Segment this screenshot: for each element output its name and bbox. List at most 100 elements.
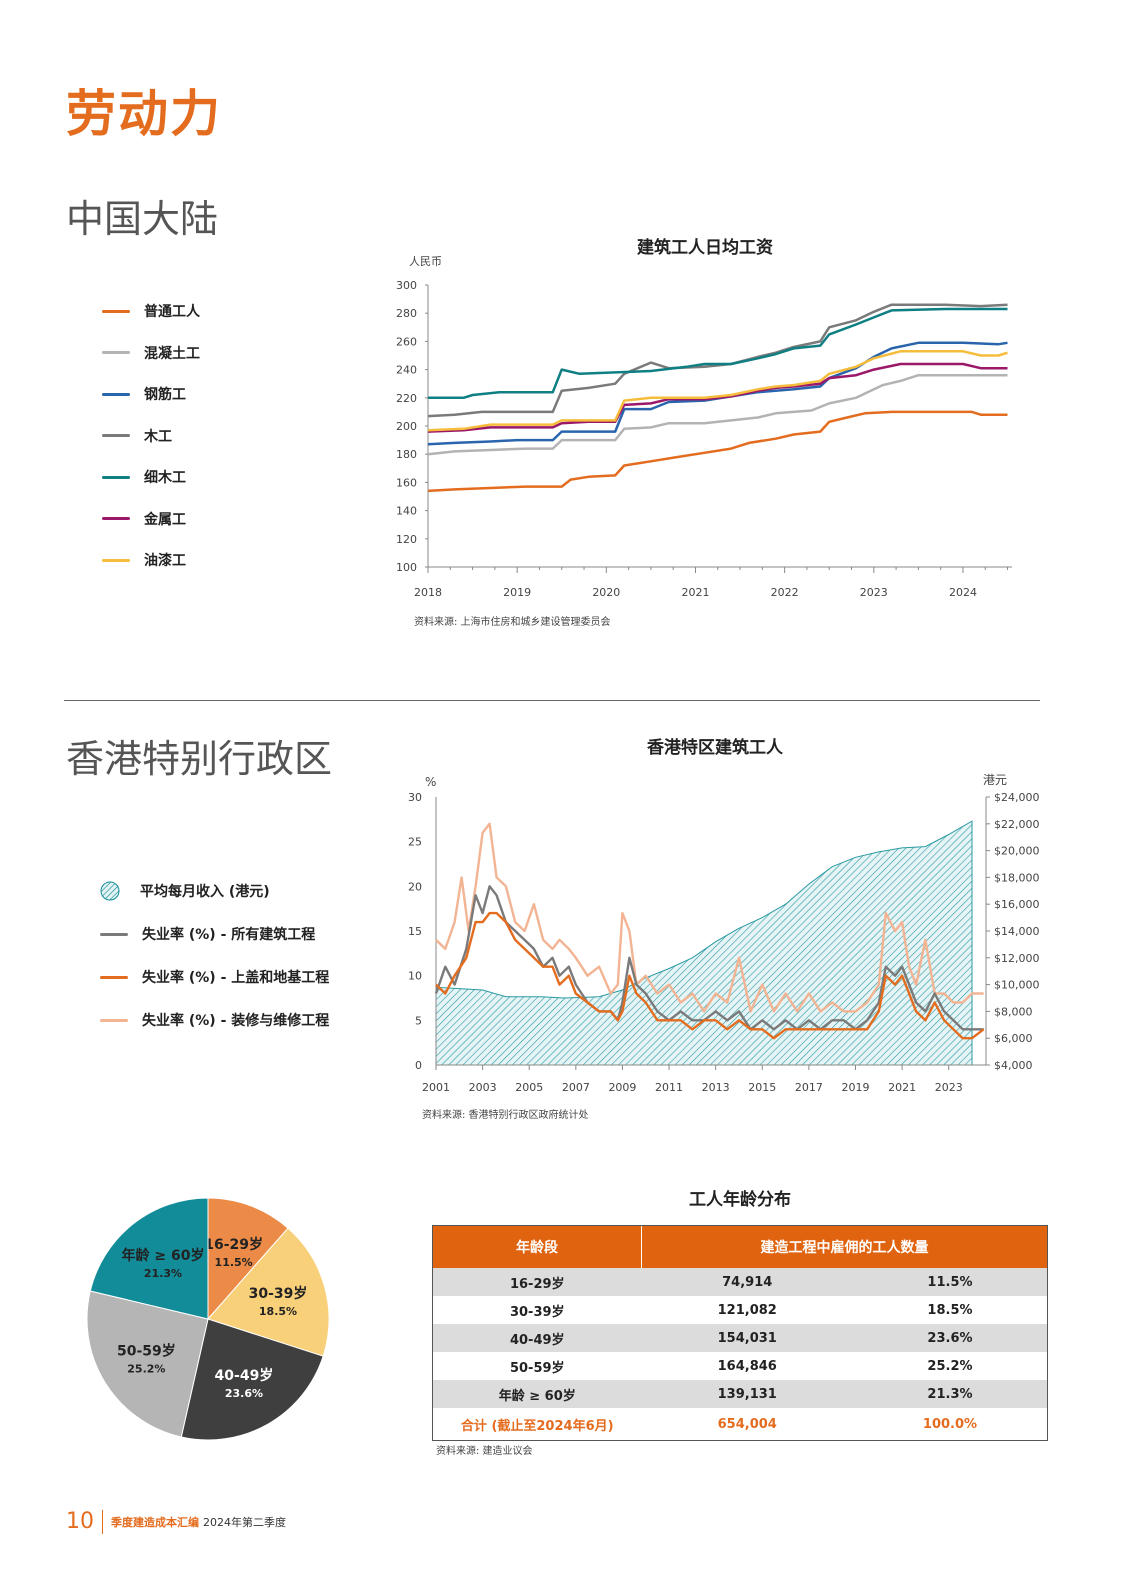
y-tick-label: 220 xyxy=(396,392,417,405)
right-tick-label: $20,000 xyxy=(994,845,1040,858)
legend-item: 细木工 xyxy=(102,466,200,488)
legend-item: 失业率 (%) - 所有建筑工程 xyxy=(100,923,329,945)
pie-slice-30-39岁 xyxy=(207,1227,330,1357)
total-label-cell: 合计 (截止至2024年6月) xyxy=(460,1418,614,1434)
right-axis-label: 港元 xyxy=(983,773,1007,787)
legend-item-income: 平均每月收入 (港元) xyxy=(100,880,329,902)
wage-chart: 人民币 300 280 260 240 220 200 180 160 140 120 100 2018… xyxy=(396,255,1012,599)
x-tick-label: 2021 xyxy=(681,586,709,599)
age-table-source: 资料来源: 建造业议会 xyxy=(436,1446,533,1457)
legend-swatch xyxy=(102,309,130,313)
y-axis-label: 人民币 xyxy=(409,255,442,268)
age-cell: 50-59岁 xyxy=(509,1360,565,1376)
y-tick-label: 160 xyxy=(396,476,417,489)
legend-label: 失业率 (%) - 上盖和地基工程 xyxy=(142,970,330,986)
legend-swatch xyxy=(102,558,130,562)
legend-swatch xyxy=(102,434,130,437)
y-tick-label: 100 xyxy=(396,561,417,574)
x-tick-label: 2024 xyxy=(949,586,977,599)
hk-chart: % 港元302520151050$24,000$22,000$20,000$18,… xyxy=(408,773,1040,1094)
legend-swatch xyxy=(102,392,130,396)
section-title-hk: 香港特别行政区 xyxy=(66,737,333,781)
total-count-cell: 654,004 xyxy=(717,1416,777,1432)
pct-cell: 25.2% xyxy=(927,1358,973,1374)
right-tick-label: $8,000 xyxy=(994,1005,1033,1018)
x-tick-label: 2020 xyxy=(592,586,620,599)
legend-item: 失业率 (%) - 装修与维修工程 xyxy=(100,1009,329,1031)
wage-chart-source: 资料来源: 上海市住房和城乡建设管理委员会 xyxy=(414,617,611,628)
legend-swatch xyxy=(100,932,128,936)
publication-name: 季度建造成本汇编 xyxy=(111,1515,199,1529)
pie-value-label: 23.6% xyxy=(225,1387,263,1400)
hk-chart-title: 香港特区建筑工人 xyxy=(647,738,783,758)
right-tick-label: $14,000 xyxy=(994,925,1040,938)
x-tick-label: 2009 xyxy=(608,1081,636,1094)
x-tick-label: 2001 xyxy=(422,1081,450,1094)
hk-chart-source: 资料来源: 香港特别行政区政府统计处 xyxy=(422,1110,589,1121)
x-tick-label: 2015 xyxy=(748,1081,776,1094)
pie-slice-40-49岁 xyxy=(180,1318,324,1441)
x-tick-label: 2005 xyxy=(515,1081,543,1094)
age-table-header-count: 建造工程中雇佣的工人数量 xyxy=(641,1226,1047,1268)
page-title: 劳动力 xyxy=(66,85,222,143)
series-line-失业率 (%) - 所有建筑工程 xyxy=(434,885,984,1031)
legend-item: 普通工人 xyxy=(102,300,200,322)
count-cell: 154,031 xyxy=(641,1324,853,1352)
pie-label: 40-49岁 xyxy=(215,1367,274,1384)
age-cell: 30-39岁 xyxy=(509,1304,565,1320)
legend-item: 金属工 xyxy=(102,508,200,530)
right-tick-label: $4,000 xyxy=(994,1059,1033,1072)
age-table-header-age: 年龄段 xyxy=(433,1226,642,1268)
series-line-失业率 (%) - 上盖和地基工程 xyxy=(435,911,985,1040)
y-tick-label: 280 xyxy=(396,307,417,320)
y-tick-label: 240 xyxy=(396,364,417,377)
pie-slice-50-59岁 xyxy=(86,1290,209,1438)
pie-slice-年龄 ≥ 60岁 xyxy=(89,1197,209,1320)
pie-value-label: 25.2% xyxy=(127,1362,165,1375)
pie-label: 16-29岁 xyxy=(204,1236,263,1253)
legend-label: 失业率 (%) - 装修与维修工程 xyxy=(142,1013,330,1029)
pie-value-label: 21.3% xyxy=(144,1267,182,1280)
right-tick-label: $22,000 xyxy=(994,818,1040,831)
legend-label: 细木工 xyxy=(144,470,186,486)
legend-swatch xyxy=(100,975,128,979)
left-tick-label: 15 xyxy=(408,925,422,938)
x-tick-label: 2022 xyxy=(771,586,799,599)
legend-item: 木工 xyxy=(102,425,200,447)
y-tick-label: 300 xyxy=(396,279,417,292)
hk-legend: 平均每月收入 (港元) 失业率 (%) - 所有建筑工程 失业率 (%) - 上… xyxy=(100,880,329,1031)
series-line-普通工人 xyxy=(427,410,1008,493)
legend-swatch xyxy=(102,517,130,520)
x-tick-label: 2017 xyxy=(795,1081,823,1094)
page-footer: 10 季度建造成本汇编 2024年第二季度 xyxy=(66,1509,286,1534)
pie-value-label: 11.5% xyxy=(215,1256,253,1269)
legend-item: 失业率 (%) - 上盖和地基工程 xyxy=(100,966,329,988)
age-pie-chart: 16-29岁 11.5% 30-39岁 18.5% 40-49岁 23.6% 50-59岁 2… xyxy=(86,1197,330,1441)
total-pct-cell: 100.0% xyxy=(922,1416,978,1432)
table-total-row: 合计 (截止至2024年6月) 654,004 100.0% xyxy=(433,1408,1047,1440)
y-tick-label: 180 xyxy=(396,448,417,461)
hatch-swatch-icon xyxy=(100,881,120,901)
left-tick-label: 20 xyxy=(408,880,422,893)
legend-swatch xyxy=(100,1018,128,1022)
table-row: 16-29岁 74,914 11.5% xyxy=(433,1268,1047,1296)
x-tick-label: 2013 xyxy=(702,1081,730,1094)
count-cell: 139,131 xyxy=(641,1380,853,1408)
left-tick-label: 10 xyxy=(408,970,422,983)
issue-label: 2024年第二季度 xyxy=(203,1515,286,1529)
count-cell: 74,914 xyxy=(641,1268,853,1296)
x-tick-label: 2019 xyxy=(503,586,531,599)
legend-swatch xyxy=(102,351,130,354)
series-line-混凝土工 xyxy=(427,373,1008,456)
legend-label: 金属工 xyxy=(144,511,186,528)
left-tick-label: 25 xyxy=(408,836,422,849)
pie-label: 年龄 ≥ 60岁 xyxy=(122,1247,205,1264)
age-cell: 40-49岁 xyxy=(433,1324,642,1352)
series-line-金属工 xyxy=(427,362,1008,433)
pct-cell: 21.3% xyxy=(852,1380,1047,1408)
series-line-钢筋工 xyxy=(427,341,1008,446)
count-cell: 121,082 xyxy=(717,1302,777,1318)
income-area xyxy=(435,820,973,1066)
x-tick-label: 2003 xyxy=(469,1081,497,1094)
x-tick-label: 2011 xyxy=(655,1081,683,1094)
